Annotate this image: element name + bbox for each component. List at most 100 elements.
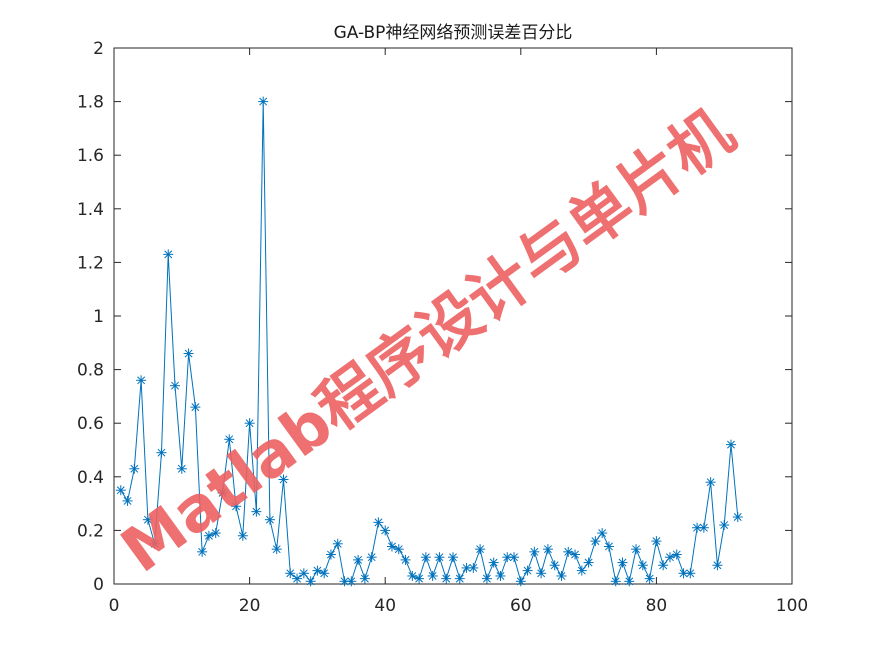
x-tick-label: 80 [646, 596, 668, 616]
data-point [258, 96, 269, 107]
data-point [583, 557, 594, 568]
data-point [285, 568, 296, 579]
data-point [522, 565, 533, 576]
data-point [536, 568, 547, 579]
y-tick-label: 0 [93, 575, 104, 595]
data-point [475, 544, 486, 555]
data-point [156, 447, 167, 458]
data-point [278, 474, 289, 485]
data-point [176, 463, 187, 474]
x-tick-label: 100 [776, 596, 808, 616]
data-point [271, 544, 282, 555]
y-tick-label: 1.4 [77, 200, 104, 220]
data-point [549, 560, 560, 571]
data-point [332, 538, 343, 549]
data-point [400, 554, 411, 565]
data-point [590, 536, 601, 547]
data-point [427, 570, 438, 581]
data-point [434, 552, 445, 563]
data-point [509, 552, 520, 563]
data-point [454, 573, 465, 584]
data-point [481, 573, 492, 584]
data-point [644, 573, 655, 584]
data-point [617, 557, 628, 568]
data-point [129, 463, 140, 474]
data-point [631, 544, 642, 555]
data-point [210, 528, 221, 539]
axis-tick-labels: 0 20 40 60 80 100 0 0.2 0.4 0.6 0.8 1 1.2 1.4 1.6 1.8 2 [77, 39, 808, 616]
data-point [671, 549, 682, 560]
data-point [170, 380, 181, 391]
y-tick-label: 2 [93, 39, 104, 59]
data-point [224, 434, 235, 445]
data-point [651, 536, 662, 547]
data-point [122, 495, 133, 506]
data-point [393, 544, 404, 555]
data-point [570, 549, 581, 560]
data-point [353, 554, 364, 565]
data-point [136, 375, 147, 386]
data-point [414, 573, 425, 584]
x-tick-label: 20 [239, 596, 261, 616]
data-point [237, 530, 248, 541]
data-point [244, 418, 255, 429]
data-point [183, 348, 194, 359]
plot-area [113, 47, 793, 585]
data-point [563, 546, 574, 557]
data-point [292, 573, 303, 584]
data-point [231, 501, 242, 512]
data-markers [115, 96, 743, 587]
data-point [603, 541, 614, 552]
x-tick-label: 0 [109, 596, 120, 616]
data-point [298, 568, 309, 579]
data-point [190, 402, 201, 413]
y-tick-label: 1.6 [77, 146, 104, 166]
data-point [725, 439, 736, 450]
data-point [264, 514, 275, 525]
data-point [732, 512, 743, 522]
data-point [115, 485, 126, 496]
data-point [597, 528, 608, 539]
y-tick-label: 1.8 [77, 93, 104, 113]
data-point [705, 477, 716, 488]
data-point [441, 573, 452, 584]
data-point [610, 576, 621, 587]
data-point [346, 576, 357, 587]
y-tick-label: 0.2 [77, 521, 104, 541]
y-tick-label: 1 [93, 307, 104, 327]
chart-title: GA-BP神经网络预测误差百分比 [334, 23, 573, 43]
data-point [719, 520, 730, 531]
y-tick-label: 0.8 [77, 361, 104, 381]
data-point [359, 573, 370, 584]
data-point [624, 576, 635, 587]
data-point [142, 514, 153, 525]
data-point [420, 552, 431, 563]
data-point [488, 557, 499, 568]
data-point [380, 525, 391, 536]
data-point [698, 522, 709, 533]
data-point [448, 552, 458, 563]
data-point [515, 576, 526, 587]
data-point [658, 560, 669, 571]
y-tick-label: 1.2 [77, 253, 104, 273]
data-point [529, 546, 540, 557]
data-point [468, 562, 479, 573]
data-point [149, 538, 160, 549]
data-point [373, 517, 384, 528]
data-point [197, 546, 208, 557]
data-point [576, 565, 587, 576]
data-point [305, 576, 316, 587]
series-line [120, 101, 739, 584]
data-point [712, 560, 723, 571]
data-point [556, 570, 567, 581]
data-point [637, 560, 648, 571]
data-point [685, 568, 696, 579]
data-point [251, 506, 262, 517]
x-tick-label: 60 [510, 596, 532, 616]
data-point [325, 549, 336, 560]
x-tick-label: 40 [374, 596, 396, 616]
data-point [217, 487, 228, 498]
y-tick-label: 0.4 [77, 468, 104, 488]
data-point [542, 544, 553, 555]
